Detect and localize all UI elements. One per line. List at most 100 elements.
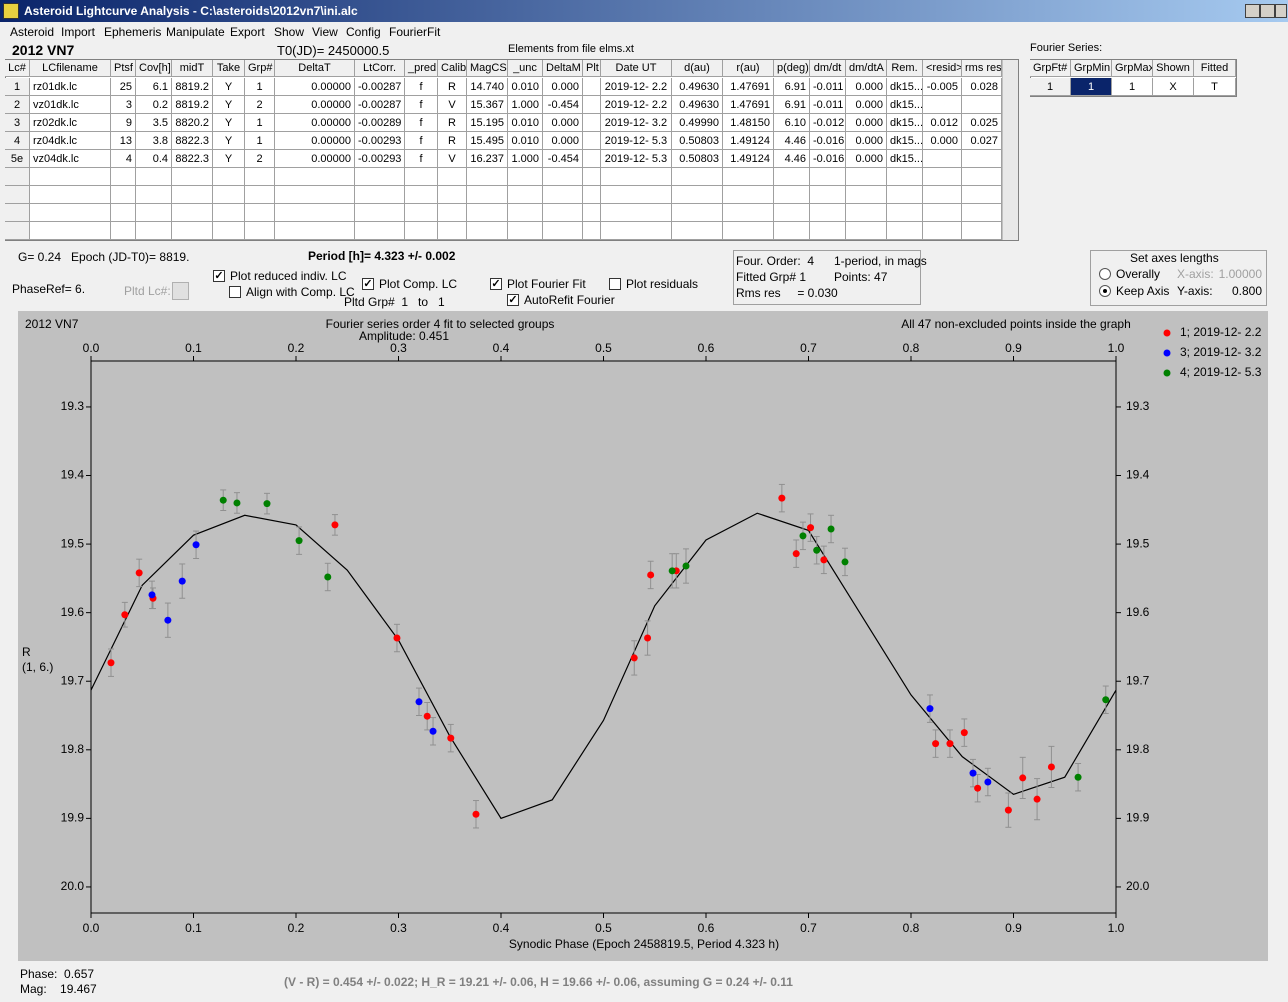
- empty-cell: [355, 168, 405, 186]
- table-cell: 0.000: [543, 114, 583, 132]
- empty-cell: [136, 222, 172, 240]
- maximize-button[interactable]: [1260, 4, 1275, 18]
- axis-value: 1.00000: [1218, 267, 1262, 281]
- table-cell: 0.000: [923, 132, 962, 150]
- table-cell: [923, 150, 962, 168]
- empty-cell: [275, 204, 355, 222]
- y-tick-label-right: 20.0: [1126, 879, 1150, 893]
- table-cell: 0.010: [508, 114, 543, 132]
- empty-cell: [601, 168, 672, 186]
- table-cell: 0.49990: [672, 114, 723, 132]
- menu-item[interactable]: Show: [274, 25, 305, 39]
- data-point: [668, 567, 676, 575]
- checkbox[interactable]: [609, 278, 621, 290]
- g-epoch: G= 0.24 Epoch (JD-T0)= 8819.: [18, 250, 190, 264]
- table-cell: 4.46: [774, 150, 810, 168]
- menu-item[interactable]: Config: [346, 25, 381, 39]
- table-cell: 0.027: [962, 132, 1002, 150]
- phase-ref: PhaseRef= 6.: [12, 282, 86, 296]
- table-cell: 1: [245, 132, 275, 150]
- empty-cell: [136, 186, 172, 204]
- x-tick-label: 0.5: [595, 921, 612, 935]
- column-header: p(deg): [774, 60, 810, 77]
- checkbox-label: Plot Fourier Fit: [507, 277, 586, 291]
- table-cell: 0.49630: [672, 96, 723, 114]
- table-cell: 8819.2: [172, 96, 213, 114]
- checkbox[interactable]: ✓: [362, 278, 374, 290]
- column-header: Cov[h]: [136, 60, 172, 77]
- menu-item[interactable]: Asteroid: [10, 25, 55, 39]
- table-cell: -0.016: [810, 150, 846, 168]
- column-header: midT: [172, 60, 213, 77]
- empty-cell: [172, 204, 213, 222]
- empty-cell: [30, 168, 111, 186]
- minimize-button[interactable]: [1245, 4, 1260, 18]
- menu-item[interactable]: View: [312, 25, 338, 39]
- radio-label: Keep Axis: [1116, 284, 1170, 298]
- data-point: [331, 521, 339, 529]
- table-cell: -0.00289: [355, 114, 405, 132]
- data-point: [1102, 696, 1110, 704]
- table-cell: 0.000: [846, 78, 887, 96]
- table-cell: 0.50803: [672, 150, 723, 168]
- table-cell: f: [405, 132, 438, 150]
- scrollbar[interactable]: [1002, 60, 1018, 240]
- y-tick-label-right: 19.6: [1126, 605, 1150, 619]
- x-tick-label-top: 0.7: [800, 341, 817, 355]
- data-point: [135, 569, 143, 577]
- table-cell: [583, 78, 601, 96]
- table-cell: 15.495: [467, 132, 508, 150]
- empty-cell: [245, 186, 275, 204]
- empty-cell: [508, 186, 543, 204]
- checkbox[interactable]: ✓: [490, 278, 502, 290]
- empty-cell: [774, 222, 810, 240]
- column-header: dm/dt: [810, 60, 846, 77]
- empty-cell: [962, 222, 1002, 240]
- menu-item[interactable]: Export: [230, 25, 265, 39]
- checkbox-label: Plot Comp. LC: [379, 277, 458, 291]
- checkbox-label: Align with Comp. LC: [246, 285, 355, 299]
- table-cell: 0.00000: [275, 78, 355, 96]
- empty-cell: [774, 204, 810, 222]
- menu-item[interactable]: Manipulate: [166, 25, 225, 39]
- empty-cell: [672, 222, 723, 240]
- table-cell: 0.000: [543, 132, 583, 150]
- table-cell: Y: [213, 114, 245, 132]
- empty-cell: [887, 186, 923, 204]
- empty-cell: [508, 168, 543, 186]
- y-axis-label: (1, 6.): [22, 660, 53, 674]
- column-header: _unc: [508, 60, 543, 77]
- table-cell: 6.10: [774, 114, 810, 132]
- table-cell: 0.012: [923, 114, 962, 132]
- column-header: MagCS: [467, 60, 508, 77]
- radio-button[interactable]: [1099, 268, 1111, 280]
- empty-cell: [213, 204, 245, 222]
- x-tick-label: 0.4: [493, 921, 510, 935]
- fit-info: 1-period, in mags: [834, 254, 927, 268]
- menu-item[interactable]: FourierFit: [389, 25, 441, 39]
- data-point: [1004, 806, 1012, 814]
- checkbox[interactable]: ✓: [507, 294, 519, 306]
- menu-item[interactable]: Import: [61, 25, 96, 39]
- spinner[interactable]: [172, 282, 189, 300]
- x-tick-label-top: 0.2: [288, 341, 305, 355]
- checkbox[interactable]: [229, 286, 241, 298]
- table-cell: 3: [111, 96, 136, 114]
- checkbox-label: Plot reduced indiv. LC: [230, 269, 347, 283]
- table-cell: 3.8: [136, 132, 172, 150]
- data-point: [295, 537, 303, 545]
- fit-info: Rms res = 0.030: [736, 286, 838, 300]
- checkbox[interactable]: ✓: [213, 270, 225, 282]
- radio-button[interactable]: [1099, 285, 1111, 297]
- chart-note: All 47 non-excluded points inside the gr…: [901, 317, 1131, 331]
- data-point: [324, 573, 332, 581]
- x-tick-label-top: 0.3: [390, 341, 407, 355]
- axis-value: 0.800: [1231, 284, 1262, 298]
- menu-item[interactable]: Ephemeris: [104, 25, 162, 39]
- fit-info: Fitted Grp# 1: [736, 270, 807, 284]
- data-point: [1074, 773, 1082, 781]
- close-button[interactable]: [1275, 4, 1287, 18]
- table-cell: dk15...: [887, 132, 923, 150]
- empty-cell: [213, 186, 245, 204]
- chart: 2012 VN7 Fourier series order 4 fit to se…: [18, 311, 1268, 961]
